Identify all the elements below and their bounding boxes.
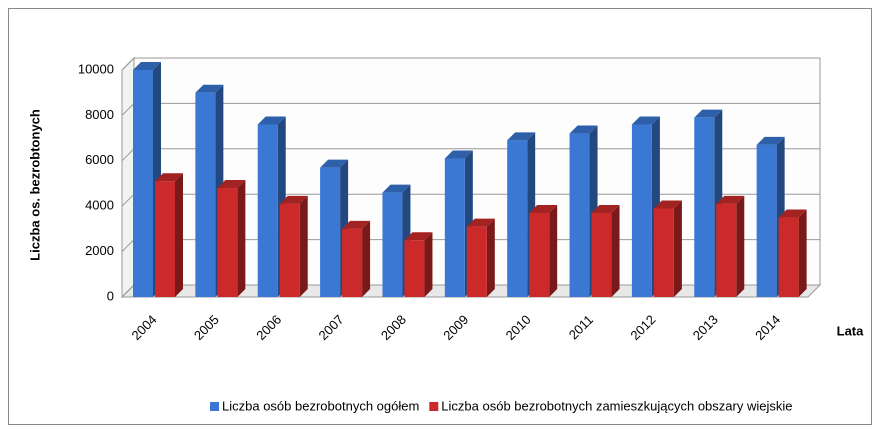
bar <box>778 209 807 297</box>
bar-front <box>466 226 487 297</box>
bar-front <box>716 203 737 297</box>
bar <box>466 218 495 297</box>
bar-front <box>279 203 300 297</box>
bar-top <box>631 116 660 125</box>
y-tick-label: 4000 <box>85 198 114 213</box>
bar-top <box>155 173 183 182</box>
bar-top <box>591 205 620 214</box>
y-axis-label: Liczba os. bezrobtonych <box>27 109 42 261</box>
bar-top <box>466 218 495 227</box>
bar-top <box>529 205 558 214</box>
y-tick-label: 6000 <box>85 152 114 167</box>
bar <box>716 195 745 297</box>
bar <box>217 180 246 297</box>
bar <box>591 205 620 297</box>
bar-side <box>424 232 433 297</box>
grid-line <box>121 57 820 71</box>
y-tick-label: 8000 <box>85 107 114 122</box>
bar-side <box>798 209 807 297</box>
bar-top <box>716 195 745 204</box>
side-wall <box>121 56 135 299</box>
bar-top <box>382 184 411 193</box>
bar-front <box>382 192 403 297</box>
bar-front <box>217 188 238 297</box>
bar-front <box>155 181 175 297</box>
bar-side <box>549 205 558 297</box>
bar-side <box>175 173 183 297</box>
bar-side <box>362 220 371 297</box>
bar-top <box>653 200 682 209</box>
legend-label: Liczba osób bezrobotnych ogółem <box>222 398 419 413</box>
bar-front <box>653 208 674 297</box>
bar <box>653 200 682 297</box>
bar-top <box>133 62 161 70</box>
bar <box>404 232 433 297</box>
bar-front <box>529 213 550 297</box>
bar-front <box>257 124 278 297</box>
bar-top <box>342 220 371 229</box>
legend-label: Liczba osób bezrobotnych zamieszkujących… <box>441 398 792 413</box>
bar-top <box>279 195 308 204</box>
bar-top <box>444 150 473 159</box>
x-axis-label: Lata <box>837 323 865 338</box>
bar-top <box>756 136 785 145</box>
bar-side <box>673 200 682 297</box>
bar-top <box>257 116 286 125</box>
bar <box>342 220 371 297</box>
bar-front <box>756 144 777 297</box>
bar-side <box>486 218 495 297</box>
bar-top <box>569 125 598 134</box>
bar-top <box>778 209 807 218</box>
legend-swatch <box>429 402 439 411</box>
bar-top <box>507 132 536 141</box>
bar-front <box>778 217 799 297</box>
bar-front <box>195 92 216 297</box>
bar-front <box>404 240 425 297</box>
bar <box>155 173 183 297</box>
bar-front <box>631 124 652 297</box>
bar-front <box>694 117 715 297</box>
bar-side <box>611 205 620 297</box>
bar-top <box>694 109 723 118</box>
bar-front <box>507 140 528 297</box>
bar-side <box>237 180 246 297</box>
bar-front <box>320 167 341 297</box>
bar-side <box>299 195 308 297</box>
bar-side <box>736 195 745 297</box>
bar-top <box>320 159 349 168</box>
bar <box>529 205 558 297</box>
bar-front <box>444 158 465 297</box>
bar-front <box>569 133 590 297</box>
bar-top <box>217 180 246 189</box>
y-tick-label: 10000 <box>78 61 114 76</box>
bar-top <box>195 84 224 93</box>
legend-swatch <box>210 402 219 411</box>
bar-front <box>342 228 363 297</box>
bar-top <box>404 232 433 241</box>
bar <box>279 195 308 297</box>
y-tick-label: 2000 <box>85 243 114 258</box>
bar-front <box>591 213 612 297</box>
y-tick-label: 0 <box>107 288 114 303</box>
bar-front <box>133 70 153 297</box>
